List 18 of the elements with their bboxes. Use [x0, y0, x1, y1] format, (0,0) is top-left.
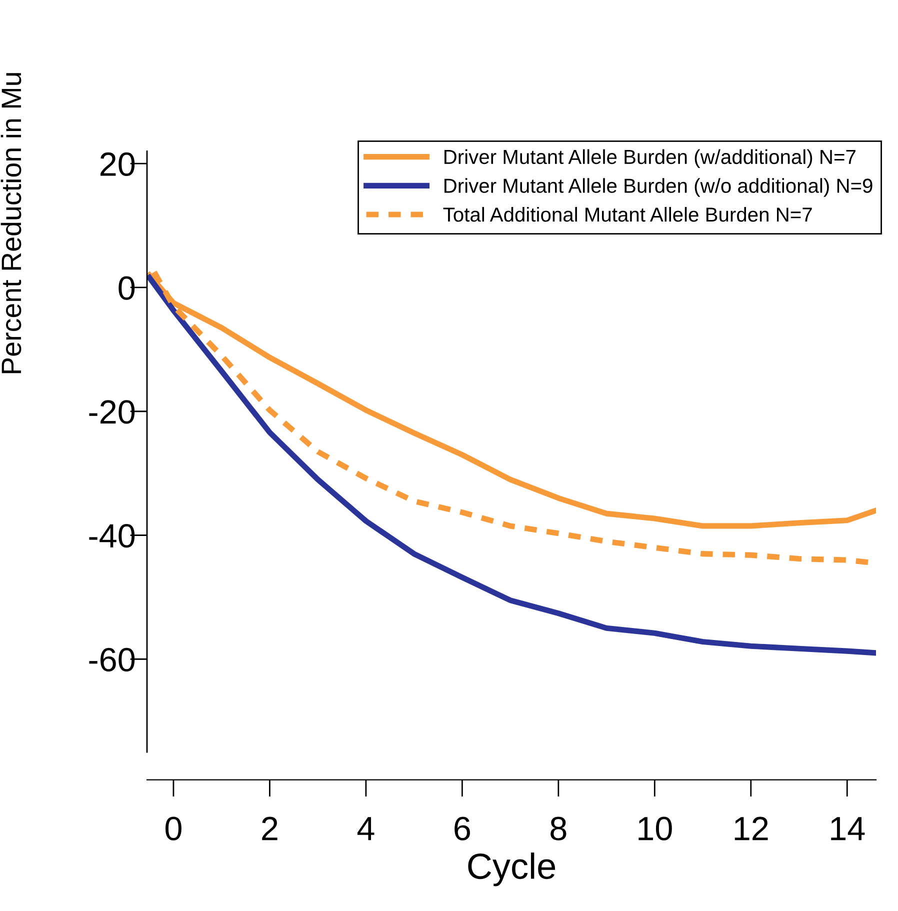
y-tick-label: 20 [100, 152, 135, 176]
x-tick-label: 4 [357, 817, 374, 840]
y-axis-title: Percent Reduction in Mu [0, 73, 22, 374]
y-tick-label: -20 [89, 400, 135, 424]
legend-label: Total Additional Mutant Allele Burden N=7 [443, 206, 812, 222]
x-tick-label: 8 [550, 816, 566, 840]
legend-label: Driver Mutant Allele Burden (w/additional) N=7 [444, 149, 856, 168]
y-tick-label: -60 [89, 648, 135, 672]
y-tick-label: 0 [118, 276, 135, 300]
x-axis-title: Cycle [468, 852, 556, 886]
y-tick-label: -40 [89, 524, 135, 548]
x-tick-label: 12 [734, 816, 768, 840]
x-tick-label: 0 [166, 816, 182, 840]
x-tick-label: 2 [262, 816, 278, 840]
x-tick-label: 6 [454, 816, 470, 840]
x-tick-label: 10 [638, 816, 672, 840]
legend-label: Driver Mutant Allele Burden (w/o additional) N=9 [444, 178, 872, 197]
x-tick-label: 14 [831, 817, 865, 840]
